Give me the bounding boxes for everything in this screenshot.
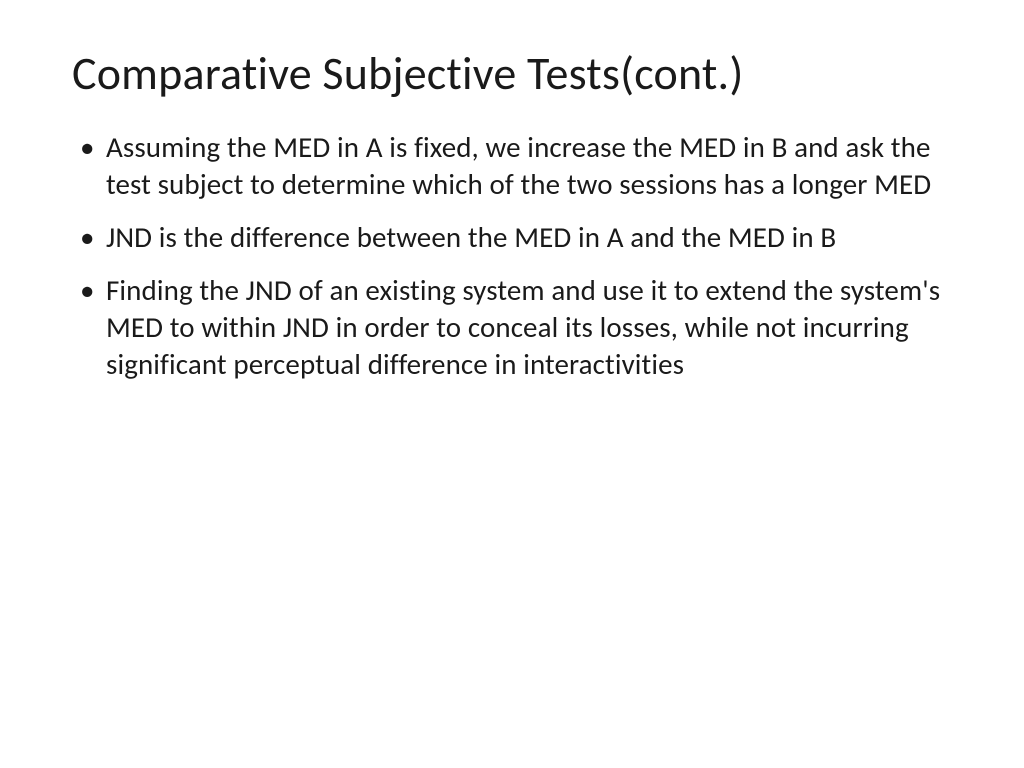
bullet-list: Assuming the MED in A is fixed, we incre…	[72, 129, 952, 384]
bullet-item: Assuming the MED in A is fixed, we incre…	[72, 129, 952, 203]
bullet-item: Finding the JND of an existing system an…	[72, 272, 952, 383]
slide-title: Comparative Subjective Tests(cont.)	[72, 48, 952, 101]
bullet-item: JND is the difference between the MED in…	[72, 219, 952, 256]
